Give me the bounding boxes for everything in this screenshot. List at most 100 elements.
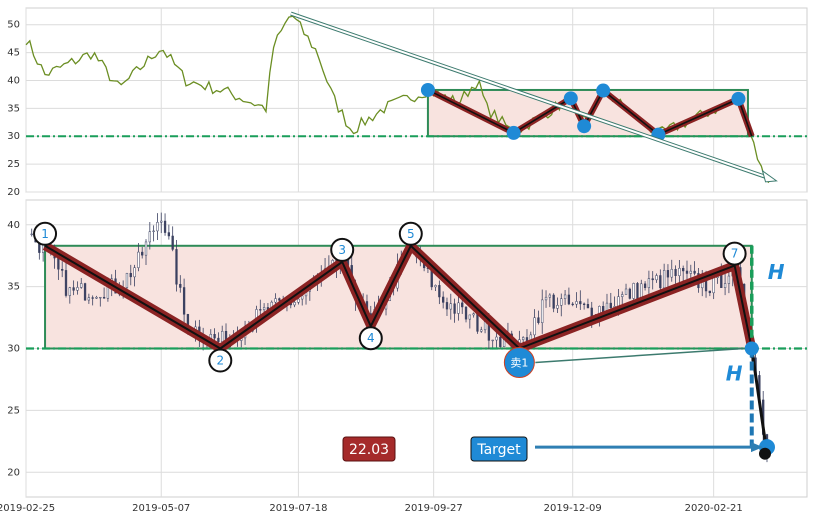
- target-label: Target: [476, 442, 521, 458]
- candle-body: [213, 334, 216, 339]
- candle-body: [632, 283, 635, 299]
- candle-body: [586, 304, 590, 309]
- candle-body: [533, 317, 536, 336]
- bottom-y-tick-label: 30: [7, 344, 20, 355]
- candle-body: [141, 251, 144, 256]
- candle-body: [678, 267, 681, 276]
- breakdown-line: [750, 348, 769, 454]
- wave-point-circle: [398, 221, 423, 246]
- candle-body: [156, 222, 159, 232]
- target-arrow-head: [750, 442, 763, 453]
- top-panel: 20 25 30 35 40 45 50: [7, 7, 808, 198]
- top-y-tick-label: 30: [7, 131, 20, 142]
- candle-body: [499, 336, 502, 347]
- candle-body: [720, 273, 723, 289]
- candle-body: [445, 302, 449, 310]
- candle-body: [491, 339, 494, 342]
- candle-body: [144, 241, 148, 256]
- candle-body: [643, 283, 647, 288]
- candle-body: [472, 313, 475, 316]
- candle-body: [682, 267, 685, 272]
- candle-body: [163, 220, 167, 233]
- x-tick-label: 2019-12-09: [544, 503, 602, 514]
- candle-body: [621, 294, 624, 297]
- candle-body: [461, 302, 464, 308]
- top-y-tick-label: 25: [7, 159, 20, 170]
- candle-body: [666, 270, 670, 278]
- candle-body: [464, 306, 468, 320]
- candle-body: [87, 297, 91, 301]
- target-value-box: [342, 436, 396, 462]
- height-label-upper: H: [768, 260, 785, 284]
- sell-arrow: [535, 347, 744, 364]
- bottom-y-tick-label: 20: [7, 467, 20, 478]
- wave-point-label: 7: [731, 247, 739, 261]
- top-pattern-point: [596, 83, 611, 98]
- top-y-tick-label: 50: [7, 20, 20, 31]
- candle-body: [628, 288, 631, 299]
- candle-body: [674, 269, 677, 276]
- candle-body: [133, 267, 136, 278]
- candle-body: [655, 275, 658, 281]
- candle-body: [171, 235, 174, 250]
- candle-body: [301, 295, 304, 300]
- candle-body: [80, 283, 83, 288]
- candle-body: [102, 296, 106, 299]
- candle-body: [175, 249, 178, 285]
- top-pattern-point: [420, 82, 435, 97]
- candle-body: [64, 270, 68, 296]
- candle-body: [480, 329, 483, 332]
- candle-body: [689, 270, 692, 274]
- candle-body: [563, 294, 567, 299]
- top-trend-arrow-head: [761, 169, 778, 183]
- candle-body: [278, 298, 281, 301]
- candle-body: [476, 313, 479, 332]
- candle-body: [617, 296, 620, 307]
- sell-marker-label: 卖1: [510, 357, 528, 370]
- candle-body: [560, 298, 563, 306]
- wave-point-label: 2: [216, 354, 224, 368]
- candle-body: [179, 283, 182, 288]
- wave-point-label: 4: [367, 331, 375, 345]
- candle-body: [522, 337, 525, 340]
- candle-body: [442, 296, 445, 303]
- breakdown-point-marker: [744, 341, 759, 356]
- x-tick-label: 2019-09-27: [405, 503, 463, 514]
- top-y-tick-label: 35: [7, 103, 20, 114]
- bottom-y-tick-label: 35: [7, 282, 20, 293]
- wave-point-label: 1: [41, 227, 49, 241]
- candle-body: [449, 303, 452, 310]
- candle-body: [582, 303, 586, 305]
- candle-body: [541, 299, 544, 323]
- candle-body: [438, 285, 441, 298]
- bottom-y-tick-label: 25: [7, 405, 20, 416]
- candle-body: [659, 275, 662, 289]
- candle-body: [552, 294, 555, 309]
- candle-body: [575, 301, 578, 305]
- candle-body: [636, 283, 639, 299]
- candle-body: [727, 275, 731, 284]
- candle-body: [647, 278, 651, 288]
- candle-body: [182, 287, 186, 315]
- height-label-lower: H: [726, 362, 743, 386]
- target-label-box: [470, 436, 528, 462]
- candle-body: [72, 287, 75, 291]
- last-close-marker: [758, 447, 771, 460]
- wave-point-circle: [722, 241, 747, 266]
- top-pattern-point: [563, 91, 578, 106]
- wave-point-circle: [33, 221, 58, 246]
- wave-point-circle: [330, 237, 355, 262]
- target-value-label: 22.03: [349, 442, 389, 458]
- candle-body: [148, 231, 151, 243]
- candle-body: [274, 298, 277, 303]
- candle-body: [91, 297, 94, 299]
- top-pattern-point: [506, 125, 521, 140]
- candle-body: [708, 290, 712, 294]
- candle-body: [61, 268, 64, 271]
- candle-body: [434, 285, 437, 288]
- candle-body: [670, 269, 673, 278]
- wave-zigzag-core: [44, 244, 753, 350]
- candle-body: [76, 287, 79, 291]
